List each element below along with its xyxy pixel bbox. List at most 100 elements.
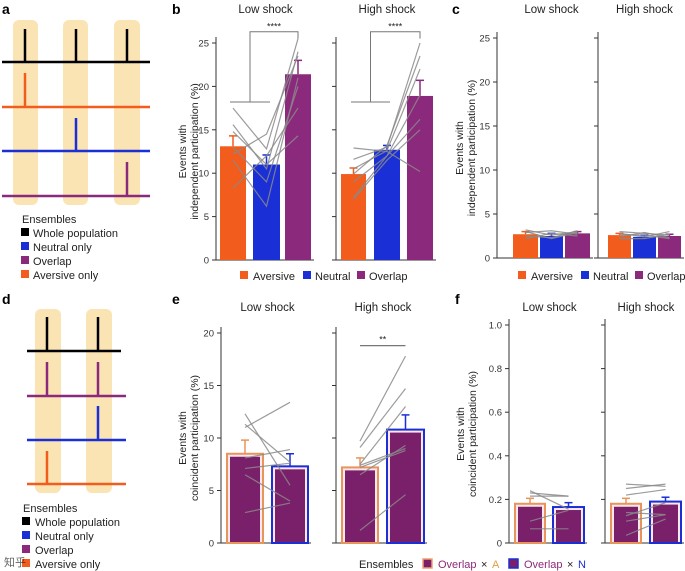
paired-subject-line bbox=[353, 68, 421, 170]
paired-subject-line bbox=[625, 518, 666, 536]
y-tick-label: 5 bbox=[204, 212, 209, 223]
subplot-high-shock: High shock bbox=[601, 302, 684, 545]
y-tick-label: 0.8 bbox=[489, 364, 502, 375]
y-tick-label: 5 bbox=[485, 210, 490, 221]
bar-overlap bbox=[658, 236, 681, 258]
paired-subject-line bbox=[244, 462, 291, 470]
y-tick-label: 25 bbox=[479, 34, 490, 45]
panel-a: a Ensembles Whole population Neutral onl… bbox=[2, 1, 150, 282]
y-tick-label: 25 bbox=[198, 39, 209, 50]
trace-neutral-only bbox=[2, 118, 150, 153]
subplot-low-shock: Low shock 0 0.2 0.4 0.6 0.8 1.0 bbox=[489, 302, 587, 550]
bar-overlap bbox=[565, 233, 590, 258]
y-axis-label: Events with bbox=[177, 125, 189, 179]
paired-subject-line bbox=[625, 488, 666, 496]
y-tick-label: 0.4 bbox=[489, 451, 502, 462]
paired-subject-line bbox=[619, 233, 670, 240]
bar-overlap bbox=[407, 95, 433, 260]
y-tick-label: 1.0 bbox=[489, 321, 502, 332]
paired-subject-line bbox=[232, 107, 299, 189]
subplot-high-shock: High shock ** bbox=[332, 302, 427, 545]
bar-overlap bbox=[285, 74, 311, 260]
y-axis-label: coincident participation (%) bbox=[189, 375, 201, 501]
subplot-low-shock: Low shock 0 5 10 15 20 25 bbox=[479, 4, 593, 265]
legend-times: × bbox=[567, 559, 573, 571]
y-tick-label: 0 bbox=[497, 539, 502, 550]
legend-swatch bbox=[21, 242, 29, 250]
bar-fill bbox=[345, 470, 375, 542]
legend-label: Neutral only bbox=[35, 531, 94, 543]
y-axis-label: independent participation (%) bbox=[466, 80, 478, 217]
y-tick-label: 10 bbox=[203, 434, 214, 445]
y-tick-label: 0.6 bbox=[489, 408, 502, 419]
panel-b: b Events with independent participation (%… bbox=[172, 1, 436, 267]
subplot-title: Low shock bbox=[522, 302, 577, 314]
legend-title: Ensembles bbox=[23, 503, 78, 515]
panel-label-a: a bbox=[2, 1, 10, 17]
paired-subject-line bbox=[625, 502, 666, 517]
paired-subject-line bbox=[353, 147, 421, 172]
legend-times: × bbox=[481, 559, 487, 571]
highlight-window bbox=[13, 20, 38, 205]
subplot-low-shock: Low shock 0 5 10 15 20 bbox=[203, 302, 311, 550]
legend-c: Aversive Neutral Overlap bbox=[518, 271, 685, 283]
paired-subject-line bbox=[359, 406, 406, 465]
legend-swatch-neutral bbox=[303, 271, 311, 279]
paired-subject-line bbox=[359, 388, 406, 448]
y-tick-label: 20 bbox=[479, 78, 490, 89]
y-axis-label: Events with bbox=[454, 121, 466, 175]
legend-swatch-aversive bbox=[518, 271, 526, 279]
bar-fill bbox=[518, 506, 542, 542]
y-tick-label: 0.2 bbox=[489, 495, 502, 506]
paired-subject-line bbox=[625, 483, 666, 490]
panel-label-c: c bbox=[452, 1, 460, 17]
y-tick-label: 20 bbox=[203, 329, 214, 340]
legend-label-overlap: Overlap bbox=[369, 271, 408, 283]
legend-swatch bbox=[22, 517, 30, 525]
highlight-window bbox=[114, 20, 140, 205]
paired-subject-line bbox=[232, 86, 299, 184]
y-tick-label: 0 bbox=[485, 254, 490, 265]
bar-neutral bbox=[633, 236, 656, 258]
subplot-title: High shock bbox=[355, 302, 412, 314]
legend-swatch bbox=[22, 559, 30, 567]
trace-whole-population bbox=[27, 317, 121, 353]
significance-stars: **** bbox=[267, 22, 282, 32]
panel-label-b: b bbox=[172, 1, 181, 17]
legend-title: Ensembles bbox=[22, 214, 77, 226]
significance-bracket bbox=[230, 31, 299, 103]
bar-neutral bbox=[253, 164, 280, 260]
y-axis-label: coincident participation (%) bbox=[467, 371, 479, 497]
trace-overlap bbox=[2, 162, 150, 198]
paired-subject-line bbox=[232, 51, 299, 171]
bar-aversive bbox=[608, 235, 631, 258]
legend-b: Aversive Neutral Overlap bbox=[240, 271, 408, 283]
paired-subject-line bbox=[353, 129, 421, 200]
bar-fill bbox=[556, 510, 581, 542]
legend-swatch bbox=[21, 270, 29, 278]
legend-ef: Ensembles Overlap × A Overlap × N bbox=[359, 558, 586, 571]
trace-neutral-only bbox=[27, 406, 126, 442]
bar-aversive bbox=[341, 174, 366, 260]
paired-subject-line bbox=[244, 423, 291, 463]
legend-label: Aversive only bbox=[35, 559, 101, 571]
subplot-high-shock: High shock **** bbox=[332, 4, 436, 261]
paired-subject-line bbox=[244, 474, 291, 502]
legend-swatch-overlap-n bbox=[508, 558, 519, 569]
legend-suffix-a: A bbox=[492, 559, 500, 571]
y-tick-label: 10 bbox=[479, 166, 490, 177]
legend-swatch-overlap bbox=[357, 271, 365, 279]
y-tick-label: 15 bbox=[203, 381, 214, 392]
y-tick-label: 0 bbox=[204, 256, 209, 267]
paired-subject-line bbox=[232, 38, 299, 151]
paired-subject-line bbox=[625, 483, 666, 487]
y-tick-label: 10 bbox=[198, 169, 209, 180]
panel-f: f Events with coincident participation (%)… bbox=[455, 291, 684, 550]
panel-e: e Events with coincident participation (%)… bbox=[172, 291, 427, 550]
legend-label: Whole population bbox=[35, 517, 120, 529]
panel-c: c Events with independent participation (%… bbox=[452, 1, 684, 265]
y-tick-label: 0 bbox=[209, 539, 214, 550]
significance-stars: **** bbox=[388, 22, 403, 32]
